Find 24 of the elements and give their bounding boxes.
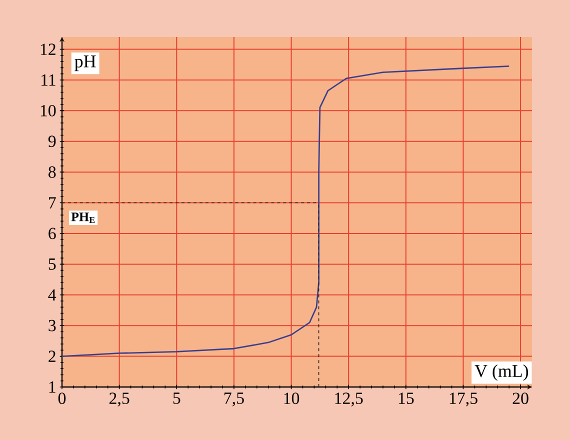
y-tick-label: 10: [40, 104, 56, 116]
y-tick-label: 8: [48, 166, 56, 178]
x-axis-title: V (mL): [474, 364, 528, 381]
x-tick-label: 12,5: [335, 392, 363, 406]
y-tick-label: 12: [40, 44, 56, 55]
x-tick-label: 10: [284, 392, 300, 404]
x-tick-label: 0: [58, 392, 66, 404]
x-tick-label: 20: [512, 392, 528, 404]
y-tick-label: 9: [48, 136, 56, 148]
x-tick-label: 17,5: [450, 392, 478, 406]
y-tick-label: 11: [42, 74, 56, 86]
y-tick-label: 5: [48, 258, 56, 270]
y-tick-label: 3: [48, 320, 56, 332]
x-tick-label: 15: [398, 392, 414, 404]
x-tick-label: 2,5: [109, 392, 130, 406]
ref-line-label: PH$_{E}$: [71, 212, 95, 223]
y-tick-label: 1: [49, 381, 56, 393]
x-tick-label: 7,5: [224, 392, 244, 406]
y-tick-label: 6: [48, 228, 56, 240]
y-tick-label: 7: [48, 197, 56, 208]
y-tick-label: 2: [48, 350, 56, 362]
x-tick-label: 5: [173, 392, 180, 404]
y-tick-label: 4: [48, 289, 56, 300]
y-axis-title: pH: [74, 56, 96, 72]
